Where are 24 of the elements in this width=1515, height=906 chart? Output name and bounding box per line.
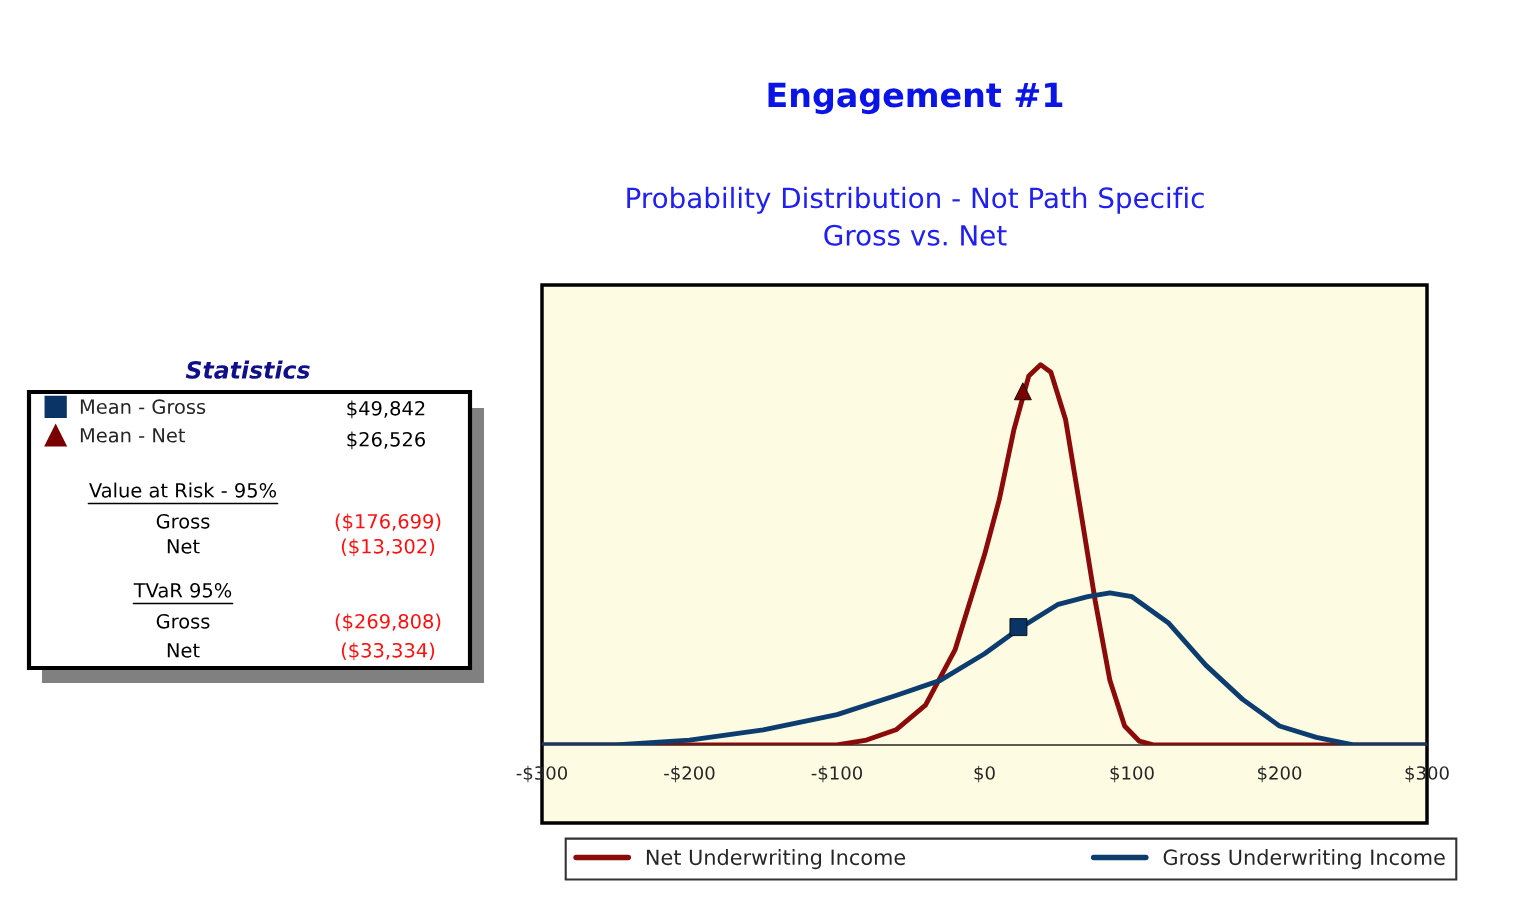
x-tick-label: -$100: [811, 765, 863, 783]
chart-subtitle: Probability Distribution - Not Path Specific Gross vs. Net: [627, 186, 1204, 246]
x-tick-label: -$200: [664, 765, 715, 783]
text: Statistics: [185, 360, 310, 379]
legend-label: Mean - Net: [80, 428, 186, 443]
text: ($269,808): [335, 613, 441, 632]
text: Value at Risk - 95%: [89, 482, 277, 498]
legend-label: Mean - Gross: [80, 399, 206, 415]
text: Gross: [156, 613, 210, 629]
legend-label: Gross Underwriting Income: [1163, 849, 1445, 870]
text: TVaR 95%: [133, 582, 232, 598]
chart-title: Engagement #1: [768, 82, 1063, 115]
text: Gross: [156, 513, 210, 529]
text: ($33,334): [341, 642, 435, 661]
legend-label: Net Underwriting Income: [646, 849, 906, 870]
text: $26,526: [347, 431, 425, 450]
text: Net: [167, 539, 200, 554]
x-tick-label: $0: [974, 765, 995, 783]
text: ($13,302): [341, 538, 435, 557]
text: Net: [167, 643, 200, 658]
x-tick-label: $200: [1258, 765, 1302, 783]
x-tick-label: $100: [1110, 765, 1154, 783]
text: $49,842: [347, 400, 425, 419]
text: ($176,699): [335, 513, 441, 532]
